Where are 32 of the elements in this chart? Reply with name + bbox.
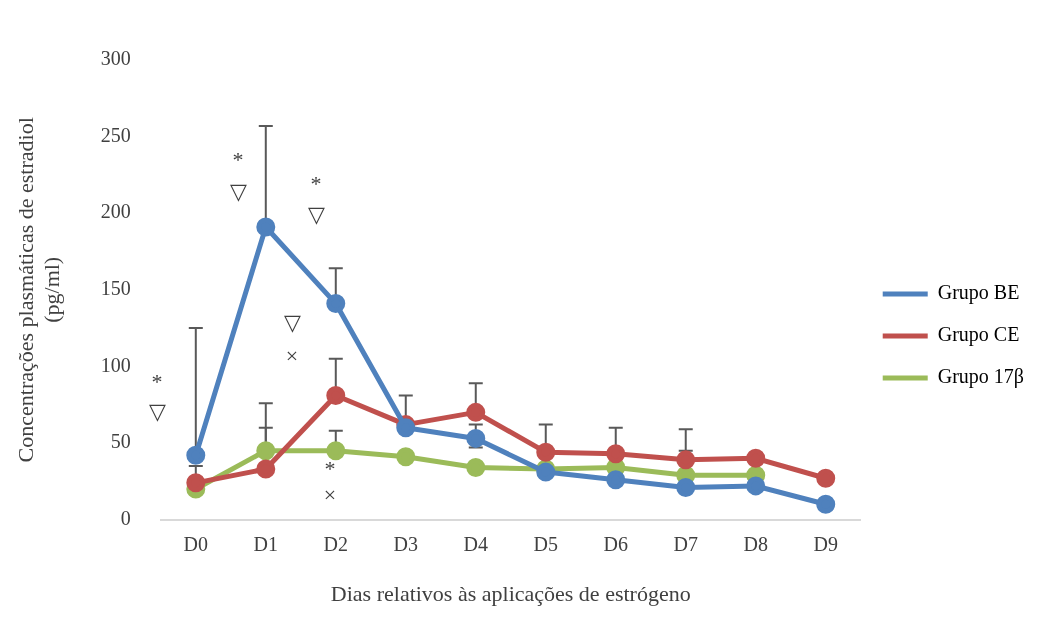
annotation: ▽ — [283, 309, 301, 335]
legend-label: Grupo 17β — [937, 365, 1024, 389]
x-tick-label: D0 — [183, 532, 209, 555]
annotation: * — [232, 146, 244, 172]
x-tick-label: D5 — [533, 532, 558, 555]
y-tick-label: 150 — [100, 277, 131, 300]
annotation: × — [285, 342, 299, 368]
y-tick-label: 50 — [110, 430, 131, 453]
x-tick-label: D4 — [463, 532, 488, 555]
annotation: × — [323, 481, 337, 507]
annotation: ▽ — [307, 201, 325, 227]
annotation: ▽ — [148, 398, 166, 424]
x-tick-label: D1 — [253, 532, 279, 555]
x-tick-label: D2 — [323, 532, 349, 555]
x-axis-title: Dias relativos às aplicações de estrógeno — [330, 580, 691, 606]
x-tick-label: D3 — [393, 532, 418, 555]
x-tick-label: D9 — [813, 532, 838, 555]
x-tick-label: D6 — [603, 532, 628, 555]
x-tick-label: D7 — [673, 532, 698, 555]
y-tick-label: 0 — [120, 506, 131, 529]
y-tick-label: 300 — [100, 47, 131, 70]
annotation: * — [151, 368, 163, 394]
legend-label: Grupo CE — [937, 323, 1020, 347]
annotation: * — [324, 455, 336, 481]
annotation: ▽ — [229, 178, 247, 204]
y-tick-label: 250 — [100, 123, 131, 146]
y-axis-title: Concentrações plasmáticas de estradiol (pg/ml) — [12, 117, 65, 463]
y-tick-label: 100 — [100, 353, 131, 376]
y-tick-label: 200 — [100, 200, 131, 223]
legend-label: Grupo BE — [937, 281, 1020, 305]
annotation: * — [310, 170, 322, 196]
x-tick-label: D8 — [743, 532, 768, 555]
